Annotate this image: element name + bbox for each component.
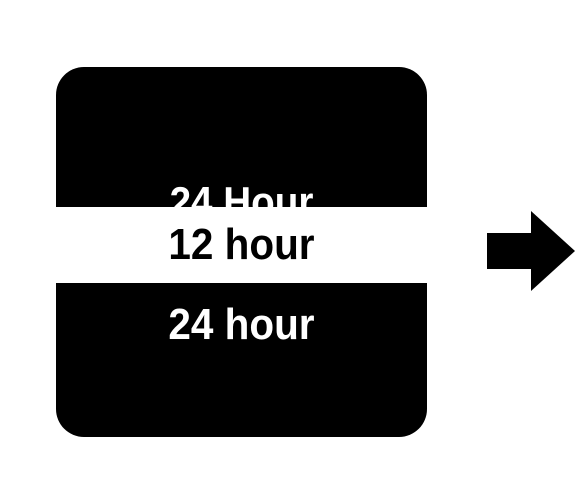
right-arrow-icon bbox=[487, 211, 575, 291]
option-24-hour[interactable]: 24 hour bbox=[56, 303, 427, 347]
option-12-hour[interactable]: 12 hour bbox=[56, 207, 427, 283]
device-screen: 24 Hour 12 hour 24 hour bbox=[56, 67, 427, 437]
option-label: 24 hour bbox=[168, 300, 315, 349]
option-label: 12 hour bbox=[168, 220, 315, 269]
